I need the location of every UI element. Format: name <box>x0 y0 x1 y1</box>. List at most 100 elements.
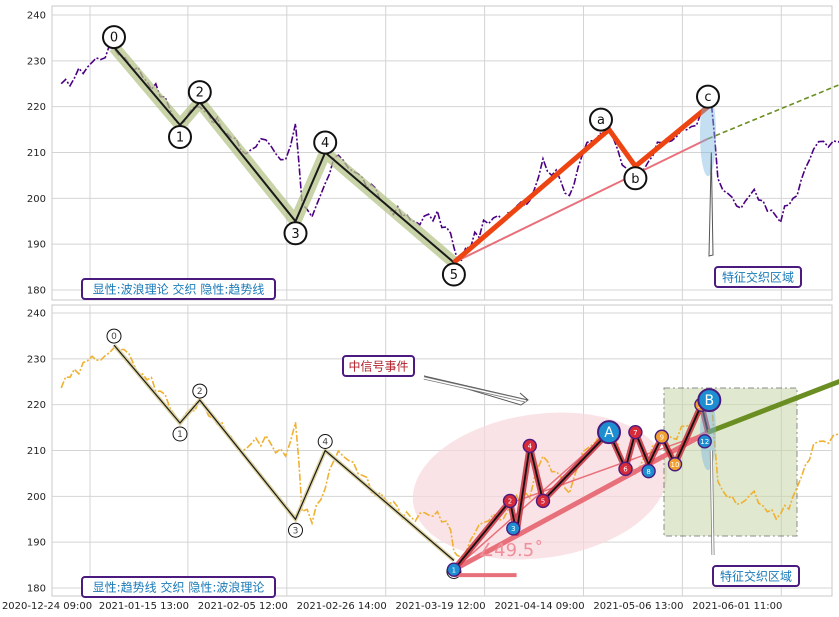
wave-badge <box>618 461 633 477</box>
y-tick-label: 210 <box>27 148 46 159</box>
trend-line-main <box>452 429 710 572</box>
wave-badge <box>446 562 462 577</box>
highlight-ellipse <box>700 92 716 177</box>
wave-badge-text: 10 <box>671 461 680 469</box>
wave-badge-text: 3 <box>511 525 515 533</box>
wave-label-4 <box>313 130 338 155</box>
caption-left-top-box <box>81 278 276 300</box>
wave-badge-text: 8 <box>646 468 650 476</box>
wave-badge <box>641 463 656 479</box>
x-axis: 2020-12-24 09:00 2021-01-15 13:00 2021-02-… <box>2 601 782 612</box>
abc-label-c-text: c <box>704 90 711 105</box>
big-badge-A <box>597 420 621 445</box>
wave-badge <box>522 438 537 454</box>
wave-line <box>113 46 455 264</box>
caption-right-bottom-box <box>712 565 800 587</box>
mid-caption-box <box>342 355 415 377</box>
y-tick-label: 220 <box>27 400 46 411</box>
wave-label-2 <box>187 80 212 105</box>
wave-label-3 <box>288 522 303 538</box>
y-tick-label: 240 <box>27 309 46 320</box>
wave-badge-text: 12 <box>700 438 709 446</box>
wave-label-0 <box>106 328 122 344</box>
trend-line-fan-2 <box>516 431 709 502</box>
y-tick-label: 180 <box>27 584 46 595</box>
wave-badge <box>506 521 521 536</box>
y-tick-label: 210 <box>27 446 46 457</box>
wave-label-2 <box>192 383 208 399</box>
wave-badge <box>535 493 551 509</box>
bottom-panel: 1801902002102202302400123451234567891011… <box>27 304 839 598</box>
wave-label-5 <box>441 262 466 287</box>
wave-label-4 <box>317 434 333 449</box>
y-tick-label: 180 <box>27 286 46 297</box>
wave-label-1-text: 1 <box>176 131 184 146</box>
x-tick-label: 2021-03-19 12:00 <box>396 601 486 612</box>
caption-left-bottom-box <box>81 576 276 598</box>
caption-right-top: 特征交织区域 <box>722 270 794 285</box>
mid-caption: 中信号事件 <box>348 359 408 374</box>
feature-box <box>663 387 798 537</box>
wave-label-3-text: 3 <box>293 526 299 536</box>
wave-label-1 <box>168 125 192 149</box>
caption-right-top-box <box>714 266 802 288</box>
abc-label-b-text: b <box>631 172 639 187</box>
extension-line <box>707 378 839 435</box>
y-tick-label: 200 <box>27 194 46 205</box>
wave-badge <box>654 429 669 444</box>
projection-line <box>707 83 839 140</box>
y-tick-label: 240 <box>27 11 46 22</box>
wave-label-0-text: 0 <box>110 31 118 46</box>
wave-label-2-text: 2 <box>197 387 203 397</box>
big-badge-text-A: A <box>604 425 614 441</box>
y-tick-label: 220 <box>27 102 46 113</box>
wave-label-1-text: 1 <box>177 430 183 440</box>
mid-caption-arrow-fill <box>423 377 527 402</box>
wave-badge-text: 6 <box>623 466 628 474</box>
wave-label-4-text: 4 <box>321 136 329 151</box>
callout-arrow <box>708 152 714 257</box>
wave-badge-text: 9 <box>660 434 664 442</box>
big-badge-B <box>697 388 722 413</box>
abc-label-a <box>589 107 613 132</box>
wave-label-3 <box>283 221 308 246</box>
abc-label-c <box>696 84 720 109</box>
abc-line <box>452 104 710 265</box>
y-tick-label: 190 <box>27 240 46 251</box>
y-tick-label: 230 <box>27 56 46 67</box>
wave-label-1 <box>172 426 188 442</box>
abc-label-b <box>623 166 648 191</box>
y-tick-label: 190 <box>27 538 46 549</box>
wave-badge-text: 7 <box>633 429 637 437</box>
wave-label-2-text: 2 <box>196 86 204 101</box>
abc-label-a-text: a <box>597 113 605 128</box>
wave-line <box>113 344 455 561</box>
wave-badge <box>697 434 712 449</box>
wave-badge-text: 1 <box>452 566 456 574</box>
callout-arrow-fill <box>710 450 714 556</box>
caption-right-bottom: 特征交织区域 <box>720 569 792 584</box>
wave-label-4-text: 4 <box>322 438 328 448</box>
wave-label-5-text: 5 <box>450 268 458 283</box>
x-tick-label: 2020-12-24 09:00 <box>2 601 92 612</box>
top-panel: 180 190 200 210 220 230 240 0 1 2 3 4 5 a b c 显性:波浪理论 交织… <box>27 5 839 301</box>
trend-line <box>453 137 709 264</box>
wave-label-0-text: 0 <box>111 332 117 342</box>
wave-badge <box>667 457 683 472</box>
y-tick-label: 230 <box>27 354 46 365</box>
wave-label-3-text: 3 <box>291 227 299 242</box>
y-tick-label: 200 <box>27 492 46 503</box>
big-badge-text-B: B <box>705 393 715 409</box>
wave-label-0 <box>102 25 126 50</box>
x-tick-label: 2021-02-05 12:00 <box>198 601 288 612</box>
x-tick-label: 2021-05-06 13:00 <box>593 601 683 612</box>
wave-badge-text: 4 <box>528 443 533 451</box>
price-series <box>60 346 839 559</box>
wave-badge <box>502 493 518 509</box>
x-tick-label: 2021-01-15 13:00 <box>99 601 189 612</box>
wave-badge-text: 2 <box>508 498 512 506</box>
wave-badge-text: 5 <box>541 498 545 506</box>
caption-left-top: 显性:波浪理论 交织 隐性:趋势线 <box>93 282 265 297</box>
